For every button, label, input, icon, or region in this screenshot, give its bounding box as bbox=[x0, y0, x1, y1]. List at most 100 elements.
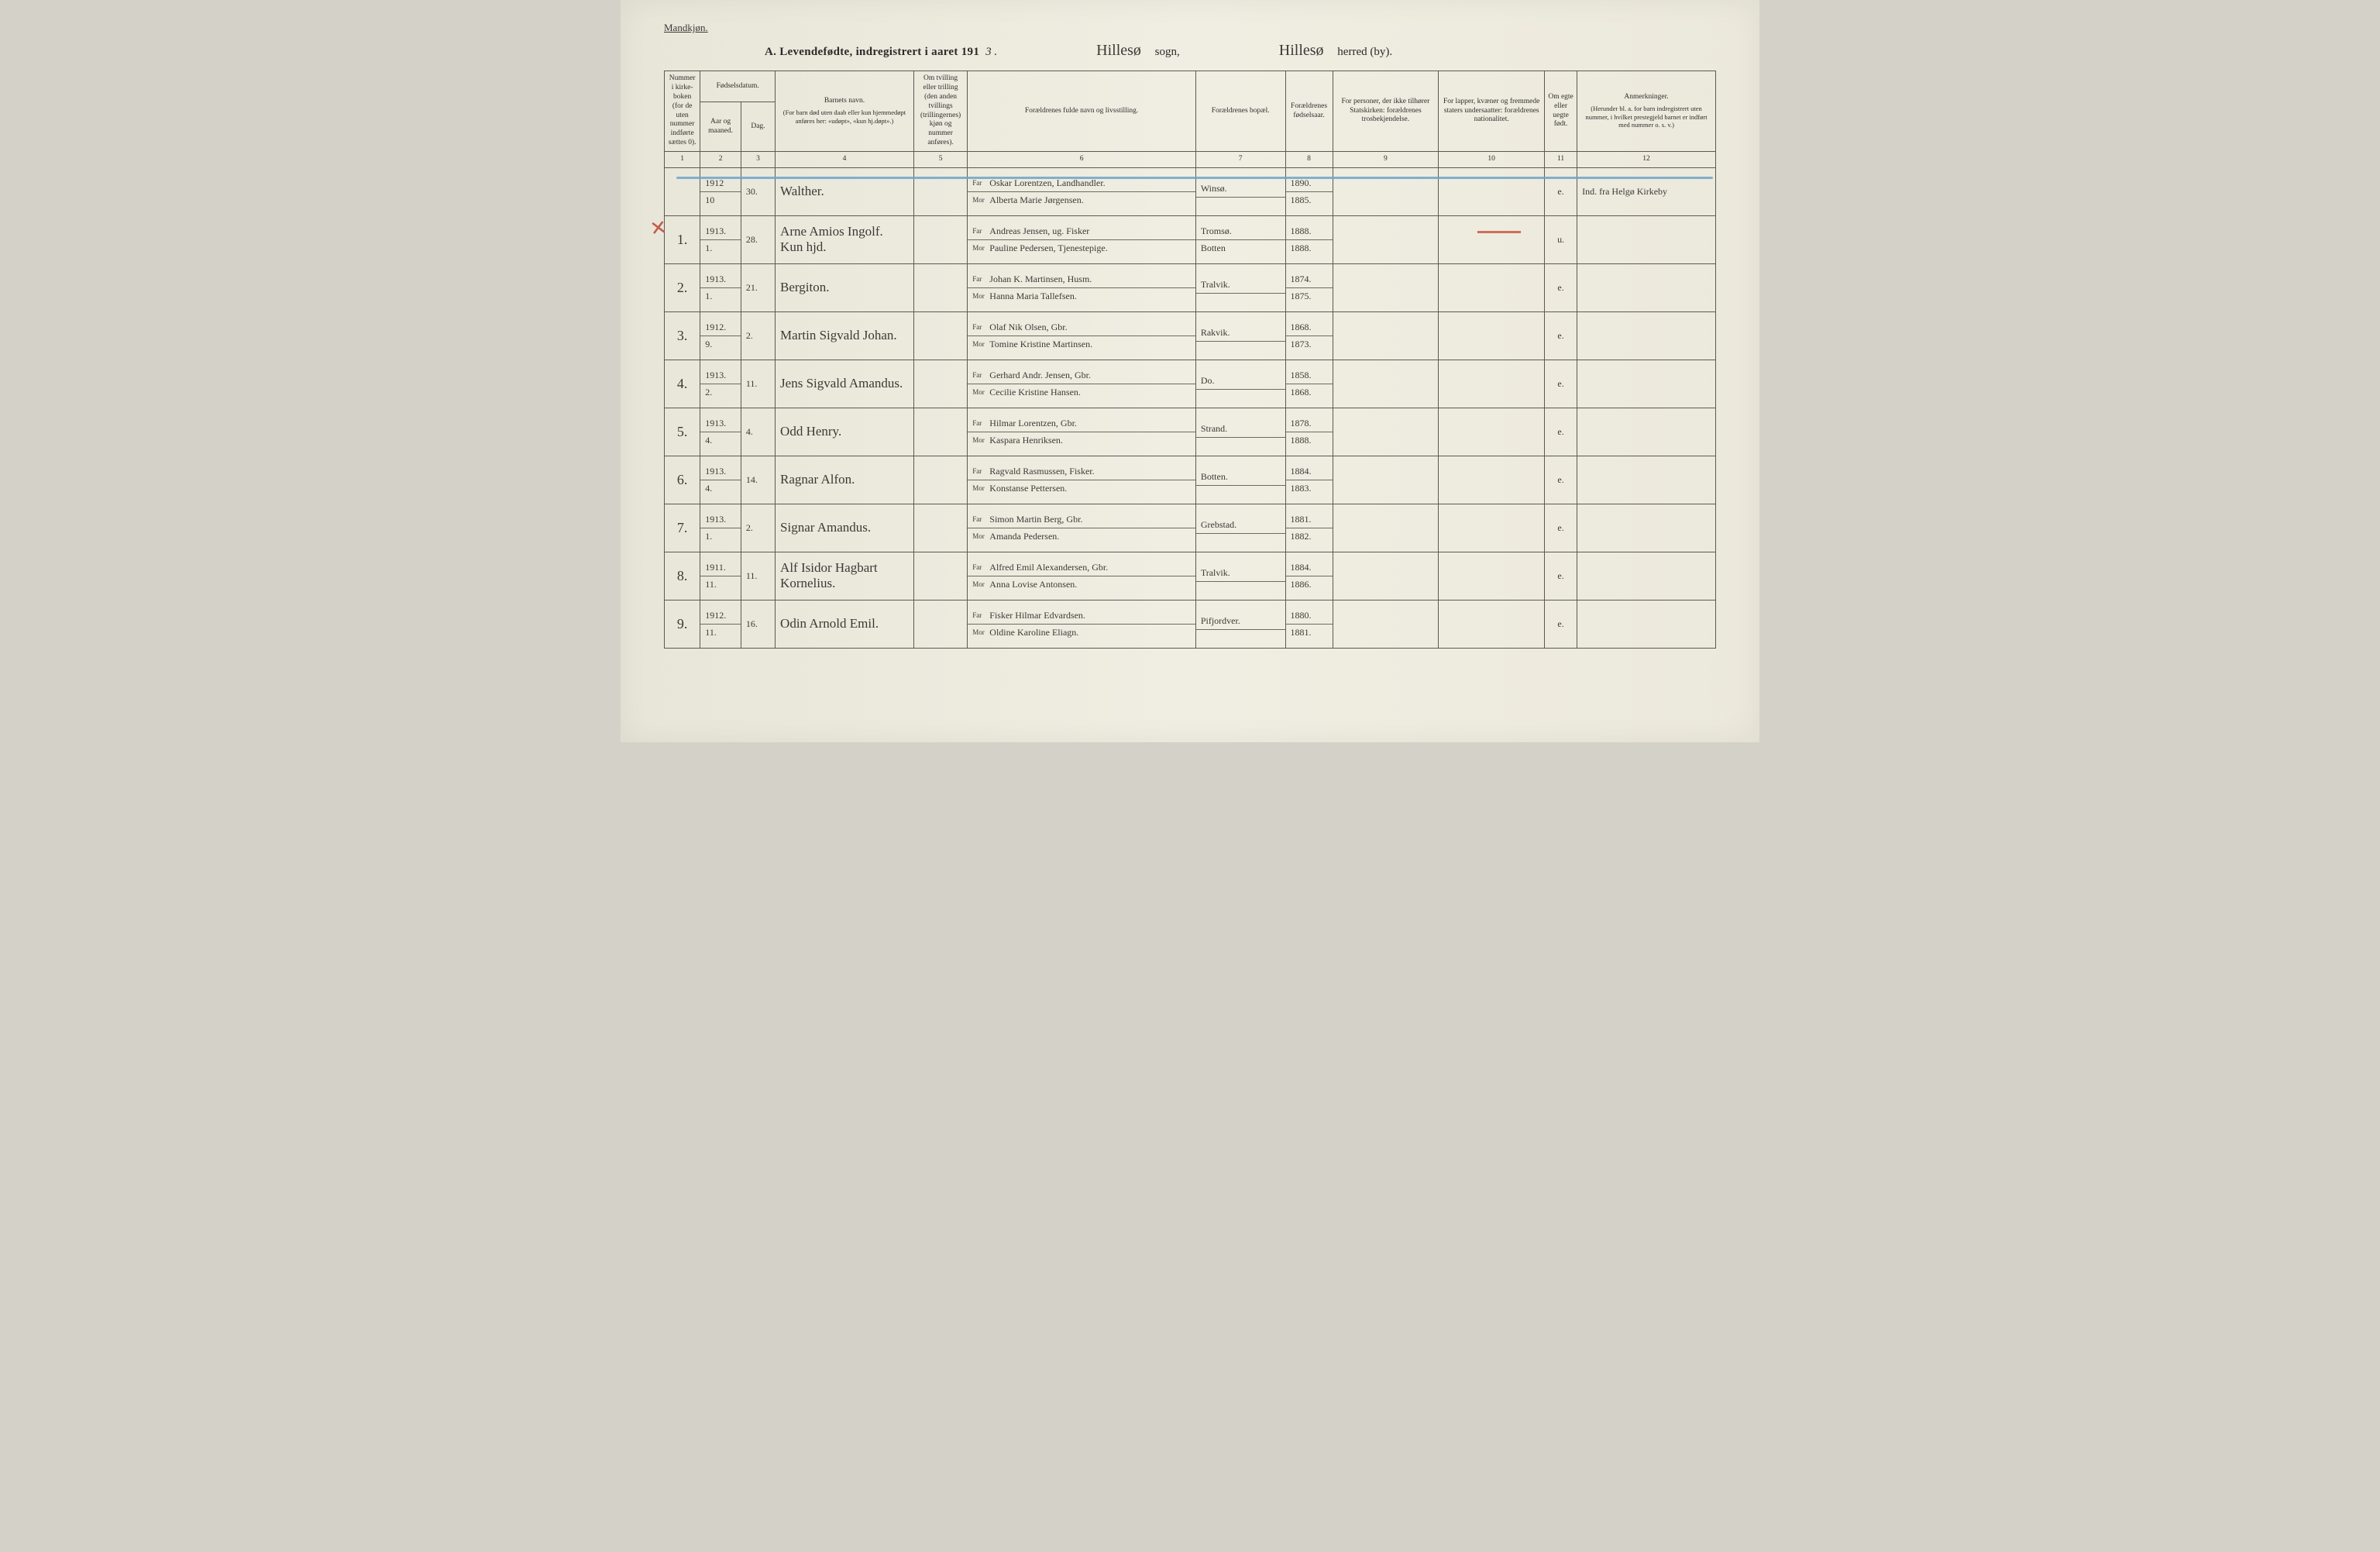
table-cell: Strand. bbox=[1195, 408, 1285, 456]
table-cell: u. bbox=[1545, 215, 1577, 263]
mother-name: Konstanse Pettersen. bbox=[989, 483, 1191, 494]
colnum-8: 8 bbox=[1285, 152, 1333, 168]
table-cell: Grebstad. bbox=[1195, 504, 1285, 552]
birth-day: 14. bbox=[746, 474, 758, 486]
birth-year: 1913. bbox=[705, 274, 736, 285]
table-cell: Ragnar Alfon. bbox=[776, 456, 914, 504]
father-birthyear: 1884. bbox=[1291, 466, 1328, 477]
table-cell: Jens Sigvald Amandus. bbox=[776, 360, 914, 408]
sogn-label: sogn, bbox=[1155, 46, 1180, 58]
table-cell: e. bbox=[1545, 456, 1577, 504]
colnum-4: 4 bbox=[776, 152, 914, 168]
colnum-11: 11 bbox=[1545, 152, 1577, 168]
table-cell: 28. bbox=[741, 215, 775, 263]
table-cell bbox=[1439, 263, 1545, 311]
table-cell: 1868. 1873. bbox=[1285, 311, 1333, 360]
mother-name: Kaspara Henriksen. bbox=[989, 435, 1191, 446]
table-cell: 1913. 2. bbox=[700, 360, 741, 408]
table-cell bbox=[1333, 215, 1439, 263]
birth-month: 4. bbox=[705, 435, 736, 446]
birth-year: 1911. bbox=[705, 562, 736, 573]
table-cell bbox=[1439, 456, 1545, 504]
table-cell: Tralvik. bbox=[1195, 263, 1285, 311]
father-name: Fisker Hilmar Edvardsen. bbox=[989, 610, 1191, 621]
table-cell bbox=[913, 504, 967, 552]
residence: Tromsø. bbox=[1201, 225, 1281, 237]
table-cell: 1913. 4. bbox=[700, 456, 741, 504]
table-cell: FarAndreas Jensen, ug. Fisker MorPauline… bbox=[968, 215, 1196, 263]
table-cell: 11. bbox=[741, 552, 775, 600]
table-row: 3. 1912. 9. 2.Martin Sigvald Johan. FarO… bbox=[665, 311, 1716, 360]
father-name: Oskar Lorentzen, Landhandler. bbox=[989, 177, 1191, 189]
col-4-title: Barnets navn. bbox=[824, 97, 865, 105]
col-12-header: Anmerkninger. (Herunder bl. a. for barn … bbox=[1577, 71, 1716, 152]
table-cell: 14. bbox=[741, 456, 775, 504]
table-cell: 1874. 1875. bbox=[1285, 263, 1333, 311]
birth-day: 11. bbox=[746, 378, 758, 390]
table-cell: Do. bbox=[1195, 360, 1285, 408]
col-12-title: Anmerkninger. bbox=[1624, 93, 1668, 101]
birth-day: 21. bbox=[746, 282, 758, 294]
father-birthyear: 1888. bbox=[1291, 225, 1328, 237]
table-cell: 1911. 11. bbox=[700, 552, 741, 600]
table-cell: FarFisker Hilmar Edvardsen. MorOldine Ka… bbox=[968, 600, 1196, 648]
father-name: Olaf Nik Olsen, Gbr. bbox=[989, 322, 1191, 333]
table-cell bbox=[1439, 167, 1545, 215]
table-cell: FarRagvald Rasmussen, Fisker. MorKonstan… bbox=[968, 456, 1196, 504]
table-head: Nummer i kirke­boken (for de uten nummer… bbox=[665, 71, 1716, 168]
col-4-header: Barnets navn. (For barn død uten daab el… bbox=[776, 71, 914, 152]
row-number: 2. bbox=[665, 280, 700, 296]
mother-birthyear: 1888. bbox=[1291, 243, 1328, 254]
row-number: 3. bbox=[665, 328, 700, 344]
title-year-suffix: 3 . bbox=[985, 46, 997, 59]
col-2b-header: Dag. bbox=[741, 102, 775, 152]
father-name: Alfred Emil Alexandersen, Gbr. bbox=[989, 562, 1191, 573]
table-cell bbox=[1439, 552, 1545, 600]
birth-day: 2. bbox=[746, 330, 753, 342]
table-cell bbox=[1333, 311, 1439, 360]
row-number: 4. bbox=[665, 376, 700, 392]
table-cell bbox=[1439, 360, 1545, 408]
table-cell bbox=[1439, 408, 1545, 456]
table-cell: Tralvik. bbox=[1195, 552, 1285, 600]
birth-month: 11. bbox=[705, 579, 736, 590]
mother-name: Pauline Pedersen, Tjenestepige. bbox=[989, 243, 1191, 254]
birth-month: 4. bbox=[705, 483, 736, 494]
far-label: Far bbox=[972, 563, 989, 571]
father-birthyear: 1858. bbox=[1291, 370, 1328, 381]
mor-label: Mor bbox=[972, 580, 989, 588]
table-cell bbox=[1577, 360, 1716, 408]
mother-name: Amanda Pedersen. bbox=[989, 531, 1191, 542]
col-5-header: Om tvilling eller trilling (den anden tv… bbox=[913, 71, 967, 152]
residence: Rakvik. bbox=[1201, 327, 1281, 339]
legitimacy: e. bbox=[1557, 474, 1563, 486]
legitimacy: e. bbox=[1557, 570, 1563, 582]
table-cell: 1913. 4. bbox=[700, 408, 741, 456]
table-cell: Odd Henry. bbox=[776, 408, 914, 456]
table-cell bbox=[1577, 311, 1716, 360]
table-cell: Ind. fra Helgø Kirkeby bbox=[1577, 167, 1716, 215]
table-cell: Winsø. bbox=[1195, 167, 1285, 215]
table-body: 1912 10 30.Walther. FarOskar Lorentzen, … bbox=[665, 167, 1716, 648]
table-cell: FarOskar Lorentzen, Landhandler. MorAlbe… bbox=[968, 167, 1196, 215]
table-cell bbox=[1577, 504, 1716, 552]
residence: Grebstad. bbox=[1201, 519, 1281, 531]
table-cell: 1912. 9. bbox=[700, 311, 741, 360]
father-name: Ragvald Rasmussen, Fisker. bbox=[989, 466, 1191, 477]
table-cell bbox=[913, 263, 967, 311]
row-number: 7. bbox=[665, 520, 700, 536]
legitimacy: e. bbox=[1557, 186, 1563, 198]
table-cell: 1913. 1. bbox=[700, 263, 741, 311]
table-row: 7. 1913. 1. 2.Signar Amandus. FarSimon M… bbox=[665, 504, 1716, 552]
table-cell: 16. bbox=[741, 600, 775, 648]
table-cell bbox=[1439, 504, 1545, 552]
table-cell: 1884. 1886. bbox=[1285, 552, 1333, 600]
residence: Pifjordver. bbox=[1201, 615, 1281, 627]
far-label: Far bbox=[972, 227, 989, 235]
far-label: Far bbox=[972, 515, 989, 523]
birth-day: 11. bbox=[746, 570, 758, 582]
far-label: Far bbox=[972, 467, 989, 475]
table-cell bbox=[1439, 311, 1545, 360]
child-name: Signar Amandus. bbox=[780, 520, 871, 535]
table-cell bbox=[1333, 504, 1439, 552]
